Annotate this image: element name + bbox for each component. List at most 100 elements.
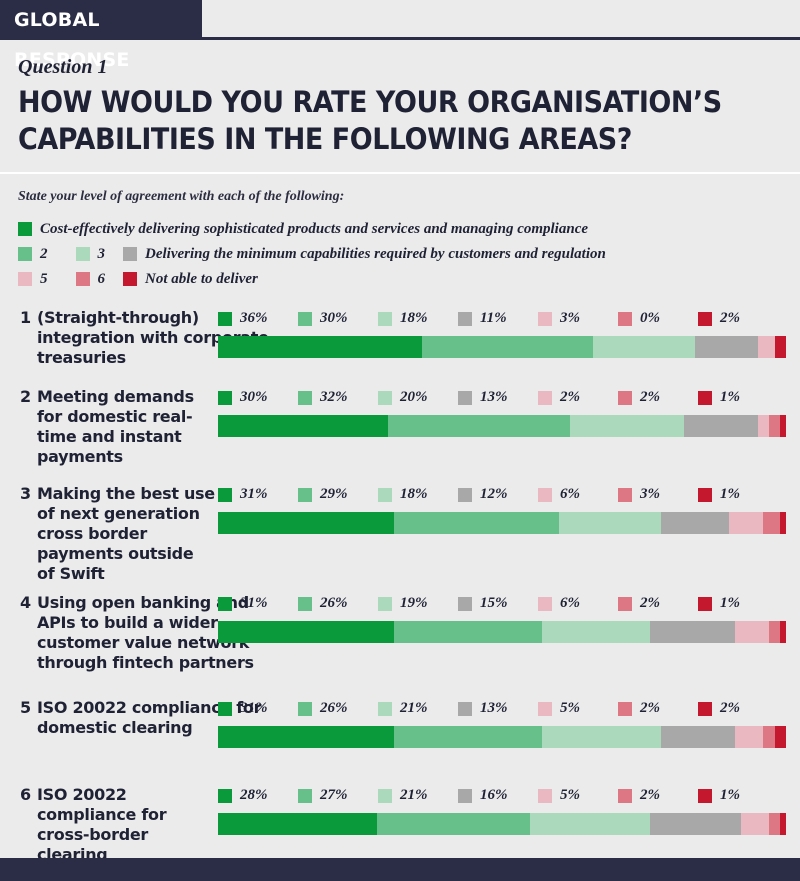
- bar-segment: [530, 813, 650, 835]
- label-swatch: [618, 487, 632, 502]
- label-swatch: [618, 390, 632, 405]
- data-label: 31%: [218, 700, 268, 717]
- stacked-bar: [218, 336, 786, 358]
- data-label: 2%: [698, 700, 740, 717]
- bar-segment: [768, 415, 781, 437]
- page-title: HOW WOULD YOU RATE YOUR ORGANISATION’S C…: [18, 85, 722, 156]
- data-label: 3%: [618, 486, 660, 503]
- bar-segment: [541, 621, 650, 643]
- bar-segment: [683, 415, 758, 437]
- label-value: 2%: [640, 700, 660, 716]
- label-swatch: [378, 596, 392, 611]
- label-value: 2%: [640, 787, 660, 803]
- data-label: 15%: [458, 595, 508, 612]
- label-value: 31%: [240, 486, 268, 502]
- data-label: 11%: [458, 310, 507, 327]
- data-label: 28%: [218, 787, 268, 804]
- data-label: 30%: [298, 310, 348, 327]
- data-label: 31%: [218, 486, 268, 503]
- data-label: 1%: [698, 595, 740, 612]
- bar-segment: [734, 726, 764, 748]
- label-swatch: [458, 788, 472, 803]
- bar-segment: [592, 336, 696, 358]
- row-label: ISO 20022 compliance for cross-border cl…: [37, 785, 167, 864]
- bar-segment: [734, 621, 769, 643]
- row-label: Meeting demands for domestic real-time a…: [37, 387, 194, 466]
- label-swatch: [538, 487, 552, 502]
- bar-segment: [377, 813, 531, 835]
- legend-swatch: [75, 247, 90, 261]
- row-label: Using open banking and APIs to build a w…: [37, 593, 254, 672]
- data-label: 2%: [698, 310, 740, 327]
- data-label: 1%: [698, 486, 740, 503]
- label-swatch: [538, 596, 552, 611]
- legend-swatch: [75, 272, 90, 286]
- label-swatch: [458, 390, 472, 405]
- label-swatch: [378, 390, 392, 405]
- legend-item: Not able to deliver: [123, 271, 258, 288]
- label-value: 1%: [720, 787, 740, 803]
- label-value: 36%: [240, 310, 268, 326]
- bar-segment: [780, 512, 786, 534]
- bar-segment: [661, 726, 735, 748]
- data-label: 2%: [618, 595, 660, 612]
- row-label: ISO 20022 compliance for domestic cleari…: [37, 698, 262, 737]
- row-number: 5: [20, 698, 32, 717]
- label-swatch: [218, 701, 232, 716]
- label-swatch: [378, 701, 392, 716]
- label-swatch: [698, 390, 712, 405]
- row-label: Making the best use of next generation c…: [37, 484, 215, 583]
- label-swatch: [298, 596, 312, 611]
- label-value: 11%: [480, 310, 507, 326]
- footer-rule: [0, 858, 800, 881]
- data-label: 32%: [298, 389, 348, 406]
- legend-item: Cost-effectively delivering sophisticate…: [18, 221, 588, 238]
- bar-segment: [661, 512, 730, 534]
- row-number: 2: [20, 387, 32, 406]
- legend-swatch: [123, 247, 137, 261]
- percent-labels: 30% 32% 20% 13% 2% 2% 1%: [218, 389, 788, 407]
- label-swatch: [538, 701, 552, 716]
- bar-segment: [780, 813, 786, 835]
- label-swatch: [298, 390, 312, 405]
- label-swatch: [698, 311, 712, 326]
- label-swatch: [698, 596, 712, 611]
- percent-labels: 36% 30% 18% 11% 3% 0% 2%: [218, 310, 788, 328]
- legend-label: 6: [97, 270, 106, 287]
- data-label: 31%: [218, 595, 268, 612]
- data-label: 20%: [378, 389, 428, 406]
- stacked-bar: [218, 726, 786, 748]
- legend-label: 2: [40, 245, 48, 262]
- label-swatch: [618, 701, 632, 716]
- label-swatch: [378, 311, 392, 326]
- label-value: 2%: [720, 310, 740, 326]
- label-value: 1%: [720, 389, 740, 405]
- label-value: 6%: [560, 595, 580, 611]
- row-label: (Straight-through) integration with corp…: [37, 308, 269, 367]
- bar-segment: [218, 336, 423, 358]
- label-value: 28%: [240, 787, 268, 803]
- bar-segment: [218, 726, 395, 748]
- instruction-text: State your level of agreement with each …: [18, 189, 345, 204]
- stacked-bar: [218, 621, 786, 643]
- label-value: 1%: [720, 486, 740, 502]
- label-value: 5%: [560, 787, 580, 803]
- percent-labels: 31% 29% 18% 12% 6% 3% 1%: [218, 486, 788, 504]
- label-value: 30%: [240, 389, 268, 405]
- label-value: 2%: [640, 389, 660, 405]
- bar-segment: [570, 415, 684, 437]
- data-label: 0%: [618, 310, 660, 327]
- legend-label: 5: [40, 270, 48, 287]
- bar-segment: [780, 621, 786, 643]
- label-swatch: [218, 390, 232, 405]
- bar-segment: [558, 512, 662, 534]
- percent-labels: 31% 26% 19% 15% 6% 2% 1%: [218, 595, 788, 613]
- question-label: Question 1: [18, 56, 108, 78]
- data-label: 13%: [458, 700, 508, 717]
- label-swatch: [298, 487, 312, 502]
- data-label: 29%: [298, 486, 348, 503]
- data-label: 18%: [378, 310, 428, 327]
- legend-swatch: [123, 272, 137, 286]
- label-swatch: [218, 788, 232, 803]
- label-value: 2%: [560, 389, 580, 405]
